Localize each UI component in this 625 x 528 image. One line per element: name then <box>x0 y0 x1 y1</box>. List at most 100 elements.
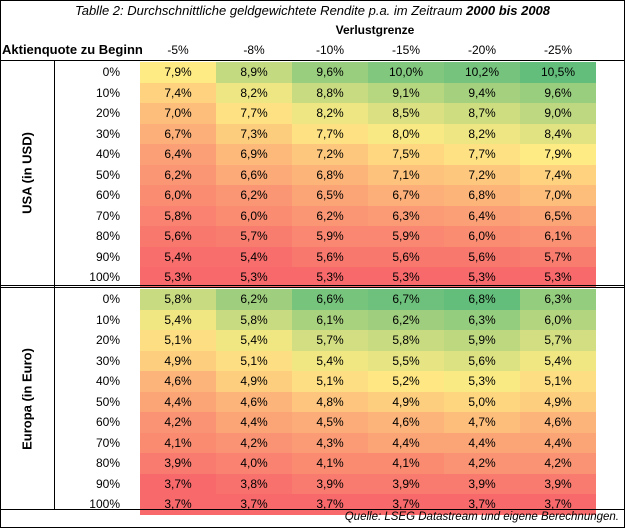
table-cell: 6,5% <box>520 205 596 226</box>
table-cell: 5,6% <box>444 350 520 371</box>
table-cell: 4,6% <box>368 412 444 433</box>
row-label: 90% <box>95 476 120 491</box>
table-cell: 6,8% <box>444 289 520 310</box>
table-cell: 4,9% <box>216 371 292 392</box>
row-label: 40% <box>95 147 120 161</box>
table-cell: 6,4% <box>140 144 216 165</box>
row-label: 100% <box>89 270 120 284</box>
table-cell: 6,6% <box>292 289 368 310</box>
table-cell: 4,3% <box>292 432 368 453</box>
table-cell: 6,7% <box>368 185 444 206</box>
header-divider <box>0 60 625 61</box>
header-row: Aktienquote zu Beginn -5% -8% -10% -15% -20%… <box>0 40 625 60</box>
row-label: 70% <box>95 208 120 223</box>
table-cell: 5,8% <box>140 289 216 310</box>
table-cell: 5,4% <box>292 350 368 371</box>
table-cell: 5,4% <box>216 246 292 267</box>
table-cell: 6,7% <box>140 123 216 144</box>
table-cell: 5,1% <box>292 371 368 392</box>
table-cell: 5,6% <box>292 246 368 267</box>
table-cell: 6,2% <box>368 309 444 330</box>
table-cell: 7,2% <box>444 164 520 185</box>
table-cell: 4,2% <box>444 453 520 474</box>
column-header: -15% <box>391 43 420 57</box>
row-label: 70% <box>95 435 120 450</box>
table-cell: 4,2% <box>520 453 596 474</box>
row-label: 30% <box>95 353 120 368</box>
table-cell: 5,4% <box>140 309 216 330</box>
row-label: 50% <box>95 167 120 182</box>
table-cell: 7,7% <box>444 144 520 165</box>
table-cell: 4,0% <box>216 453 292 474</box>
table-row: 80% 3,9% 4,0% 4,1% 4,1% 4,2% 4,2% <box>0 453 625 474</box>
table-cell: 5,5% <box>368 350 444 371</box>
table-bottom-border <box>0 509 625 510</box>
table-cell: 4,6% <box>520 412 596 433</box>
table-cell: 4,5% <box>292 412 368 433</box>
table-row: 100% 5,3% 5,3% 5,3% 5,3% 5,3% 5,3% <box>0 267 625 288</box>
row-label: 80% <box>95 229 120 243</box>
table-cell: 5,6% <box>444 246 520 267</box>
table-row: 70% 5,8% 6,0% 6,2% 6,3% 6,4% 6,5% <box>0 205 625 226</box>
table-cell: 8,5% <box>368 103 444 124</box>
table-cell: 7,7% <box>216 103 292 124</box>
table-cell: 4,2% <box>216 432 292 453</box>
table-cell: 6,8% <box>292 164 368 185</box>
table-row: 30% 6,7% 7,3% 7,7% 8,0% 8,2% 8,4% <box>0 123 625 144</box>
row-label: 20% <box>95 333 120 347</box>
table-cell: 3,7% <box>140 494 216 515</box>
row-label: 60% <box>95 415 120 429</box>
table-cell: 5,1% <box>140 330 216 351</box>
row-label: 50% <box>95 394 120 409</box>
table-cell: 4,4% <box>368 432 444 453</box>
table-cell: 5,8% <box>216 309 292 330</box>
table-cell: 5,0% <box>444 391 520 412</box>
table-row: 20% 7,0% 7,7% 8,2% 8,5% 8,7% 9,0% <box>0 103 625 124</box>
table-title: Tablle 2: Durchschnittliche geldgewichte… <box>0 0 625 22</box>
table-cell: 7,0% <box>520 185 596 206</box>
column-header: -10% <box>315 43 344 57</box>
table-cell: 5,8% <box>368 330 444 351</box>
table-cell: 9,6% <box>292 62 368 83</box>
table-cell: 4,9% <box>368 391 444 412</box>
table-cell: 3,9% <box>292 473 368 494</box>
table-cell: 6,7% <box>368 289 444 310</box>
section-europe: Europa (in Euro) 0% 5,8% 6,2% 6,6% 6,7% 6,8% 6… <box>0 288 625 515</box>
table-row: 40% 6,4% 6,9% 7,2% 7,5% 7,7% 7,9% <box>0 144 625 165</box>
column-header: -5% <box>167 43 189 57</box>
table-cell: 3,9% <box>368 473 444 494</box>
table-cell: 7,4% <box>140 82 216 103</box>
row-label: 100% <box>89 497 120 511</box>
table-cell: 9,0% <box>520 103 596 124</box>
table-cell: 4,9% <box>520 391 596 412</box>
column-header: -25% <box>543 43 572 57</box>
table-cell: 5,3% <box>140 267 216 288</box>
source-note: Quelle: LSEG Datastream und eigene Berec… <box>344 511 619 523</box>
table-cell: 4,4% <box>216 412 292 433</box>
table-cell: 3,7% <box>140 473 216 494</box>
table-cell: 5,7% <box>520 246 596 267</box>
table-cell: 5,3% <box>292 267 368 288</box>
table-cell: 4,4% <box>520 432 596 453</box>
column-header: -20% <box>467 43 496 57</box>
table-cell: 5,9% <box>444 330 520 351</box>
table-row: 40% 4,6% 4,9% 5,1% 5,2% 5,3% 5,1% <box>0 371 625 392</box>
table-row: 90% 5,4% 5,4% 5,6% 5,6% 5,6% 5,7% <box>0 246 625 267</box>
table-cell: 7,0% <box>140 103 216 124</box>
table-cell: 8,2% <box>444 123 520 144</box>
table-cell: 9,1% <box>368 82 444 103</box>
table-cell: 8,8% <box>292 82 368 103</box>
table-cell: 5,6% <box>368 246 444 267</box>
row-label: 90% <box>95 249 120 264</box>
table-cell: 5,9% <box>368 226 444 247</box>
title-period: 2000 bis 2008 <box>466 3 551 18</box>
table-cell: 7,1% <box>368 164 444 185</box>
table-cell: 7,7% <box>292 123 368 144</box>
table-row: 0% 5,8% 6,2% 6,6% 6,7% 6,8% 6,3% <box>0 289 625 310</box>
table-cell: 4,8% <box>292 391 368 412</box>
table-row: 30% 4,9% 5,1% 5,4% 5,5% 5,6% 5,4% <box>0 350 625 371</box>
side-divider <box>54 60 55 509</box>
table-cell: 4,1% <box>292 453 368 474</box>
table-cell: 10,0% <box>368 62 444 83</box>
table-cell: 7,9% <box>520 144 596 165</box>
